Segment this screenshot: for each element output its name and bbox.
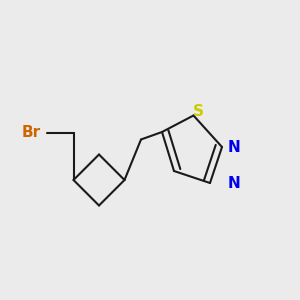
Text: Br: Br xyxy=(22,125,41,140)
Text: N: N xyxy=(228,176,241,190)
Text: S: S xyxy=(193,103,203,118)
Text: N: N xyxy=(228,140,241,154)
